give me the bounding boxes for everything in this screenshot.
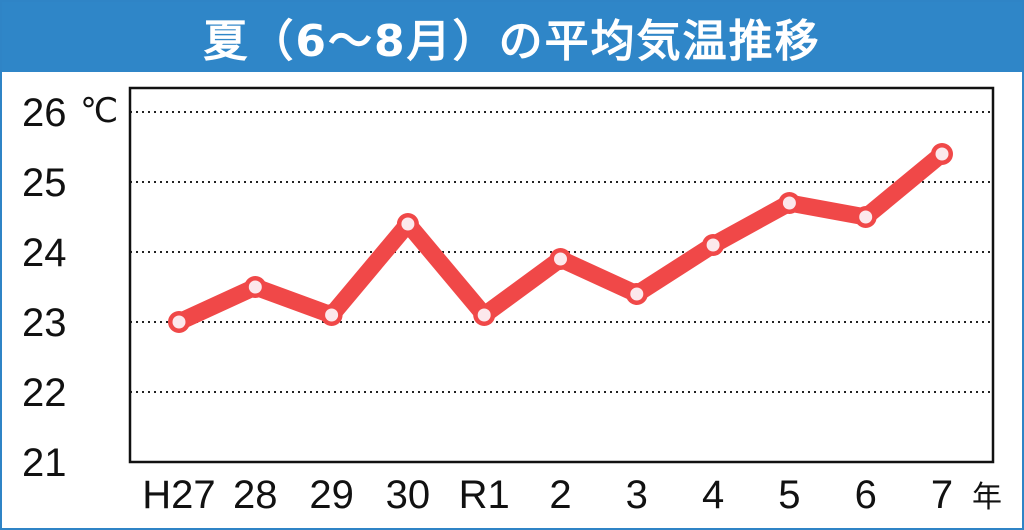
y-tick-label: 26 [22, 91, 67, 135]
data-point [401, 217, 415, 231]
chart-title: 夏（6～8月）の平均気温推移 [203, 16, 821, 67]
x-tick-label: 5 [778, 473, 800, 517]
data-point [630, 287, 644, 301]
x-tick-label: 6 [855, 473, 877, 517]
y-axis-ticks: 21 22 23 24 25 26 [22, 91, 67, 485]
x-axis-ticks: H27 28 29 30 R1 2 3 4 5 6 7 [142, 473, 953, 517]
x-tick-label: 29 [309, 473, 354, 517]
series-polyline [170, 145, 951, 331]
data-point [248, 280, 262, 294]
title-bar: 夏（6～8月）の平均気温推移 [2, 2, 1022, 72]
x-tick-label: 28 [233, 473, 278, 517]
data-point [172, 315, 186, 329]
data-point [325, 308, 339, 322]
y-tick-label: 23 [22, 301, 67, 345]
data-point [782, 196, 796, 210]
data-point [477, 308, 491, 322]
y-tick-label: 21 [22, 441, 67, 485]
plot-area [128, 86, 995, 464]
x-unit-label: 年 [972, 480, 1002, 515]
series-line [170, 145, 951, 331]
y-tick-label: 25 [22, 161, 67, 205]
data-point [706, 238, 720, 252]
x-tick-label: H27 [142, 473, 215, 517]
data-point [935, 147, 949, 161]
series-markers [168, 143, 953, 333]
y-tick-label: 24 [22, 231, 67, 275]
data-point [554, 252, 567, 266]
data-point [859, 210, 873, 224]
x-tick-label: R1 [459, 473, 510, 517]
x-tick-label: 3 [626, 473, 648, 517]
y-tick-label: 22 [22, 371, 67, 415]
x-tick-label: 2 [549, 473, 571, 517]
x-tick-label: 4 [702, 473, 724, 517]
x-tick-label: 7 [931, 473, 953, 517]
x-tick-label: 30 [386, 473, 431, 517]
y-unit-label: ℃ [80, 91, 118, 131]
